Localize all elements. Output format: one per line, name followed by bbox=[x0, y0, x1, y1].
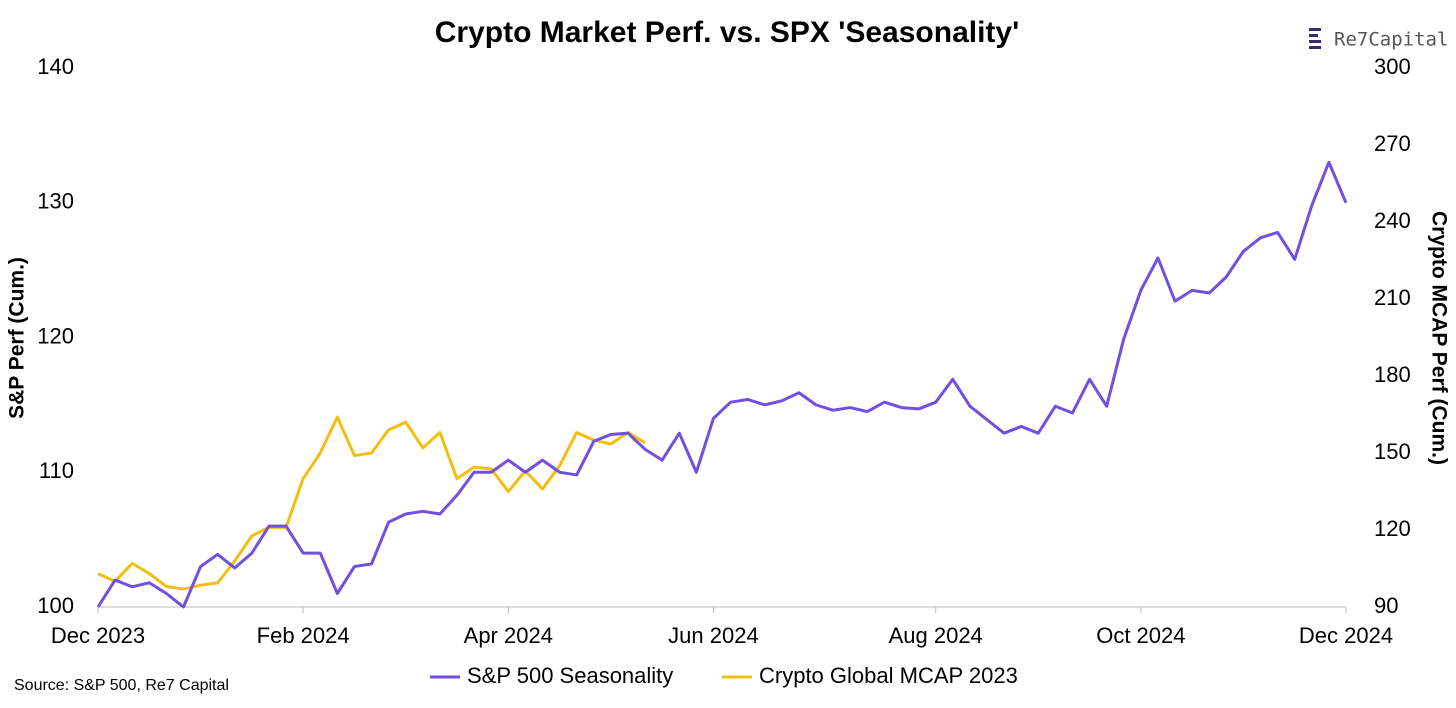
y-axis-title: S&P Perf (Cum.) bbox=[6, 257, 29, 419]
y2-tick-label: 120 bbox=[1374, 516, 1411, 541]
x-tick-label: Feb 2024 bbox=[257, 623, 350, 648]
logo: Re7Capital bbox=[1334, 29, 1448, 51]
x-tick-label: Oct 2024 bbox=[1096, 623, 1185, 648]
y2-tick-label: 180 bbox=[1374, 362, 1411, 387]
chart-title: Crypto Market Perf. vs. SPX 'Seasonality… bbox=[435, 16, 1020, 49]
y-tick-label: 120 bbox=[37, 323, 74, 348]
x-tick-label: Aug 2024 bbox=[889, 623, 983, 648]
legend-label: S&P 500 Seasonality bbox=[467, 663, 673, 688]
logo-icon bbox=[1309, 28, 1321, 49]
y2-tick-label: 210 bbox=[1374, 285, 1411, 310]
y2-tick-label: 90 bbox=[1374, 593, 1398, 618]
y2-tick-label: 300 bbox=[1374, 54, 1411, 79]
x-tick-label: Dec 2023 bbox=[51, 623, 145, 648]
series-line bbox=[97, 415, 646, 591]
y2-tick-label: 150 bbox=[1374, 439, 1411, 464]
legend-label: Crypto Global MCAP 2023 bbox=[759, 663, 1018, 688]
y2-axis-title: Crypto MCAP Perf (Cum.) bbox=[1427, 211, 1450, 465]
y-tick-label: 140 bbox=[37, 54, 74, 79]
source-note: Source: S&P 500, Re7 Capital bbox=[14, 677, 229, 694]
x-tick-label: Dec 2024 bbox=[1299, 623, 1393, 648]
y-tick-label: 100 bbox=[37, 593, 74, 618]
y2-tick-label: 240 bbox=[1374, 208, 1411, 233]
x-tick-label: Apr 2024 bbox=[464, 623, 553, 648]
x-tick-label: Jun 2024 bbox=[668, 623, 759, 648]
y2-tick-label: 270 bbox=[1374, 131, 1411, 156]
y-tick-label: 110 bbox=[39, 458, 74, 483]
series-line bbox=[96, 160, 1348, 609]
y-tick-label: 130 bbox=[37, 189, 74, 214]
